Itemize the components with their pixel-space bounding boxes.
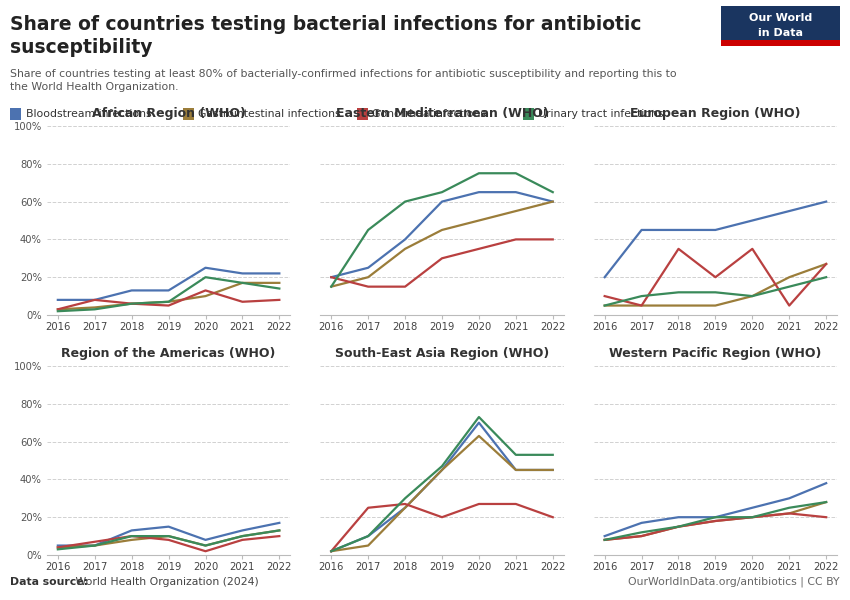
Text: Bloodstream infections: Bloodstream infections bbox=[26, 109, 151, 119]
Text: European Region (WHO): European Region (WHO) bbox=[630, 107, 801, 120]
Text: South-East Asia Region (WHO): South-East Asia Region (WHO) bbox=[335, 347, 549, 360]
Text: African Region (WHO): African Region (WHO) bbox=[92, 107, 246, 120]
Text: Gastrointestinal infections: Gastrointestinal infections bbox=[198, 109, 341, 119]
Text: Our World: Our World bbox=[749, 13, 812, 23]
Text: Gonorrhea infections: Gonorrhea infections bbox=[372, 109, 486, 119]
Text: World Health Organization (2024): World Health Organization (2024) bbox=[72, 577, 259, 587]
Text: Urinary tract infections: Urinary tract infections bbox=[538, 109, 664, 119]
Text: Region of the Americas (WHO): Region of the Americas (WHO) bbox=[61, 347, 275, 360]
Text: OurWorldInData.org/antibiotics | CC BY: OurWorldInData.org/antibiotics | CC BY bbox=[628, 576, 840, 587]
Text: Share of countries testing bacterial infections for antibiotic
susceptibility: Share of countries testing bacterial inf… bbox=[10, 15, 642, 57]
Text: Western Pacific Region (WHO): Western Pacific Region (WHO) bbox=[609, 347, 822, 360]
Text: in Data: in Data bbox=[758, 28, 802, 38]
Text: Data source:: Data source: bbox=[10, 577, 88, 587]
Text: Eastern Mediterranean (WHO): Eastern Mediterranean (WHO) bbox=[336, 107, 548, 120]
Text: Share of countries testing at least 80% of bacterially-confirmed infections for : Share of countries testing at least 80% … bbox=[10, 69, 677, 92]
